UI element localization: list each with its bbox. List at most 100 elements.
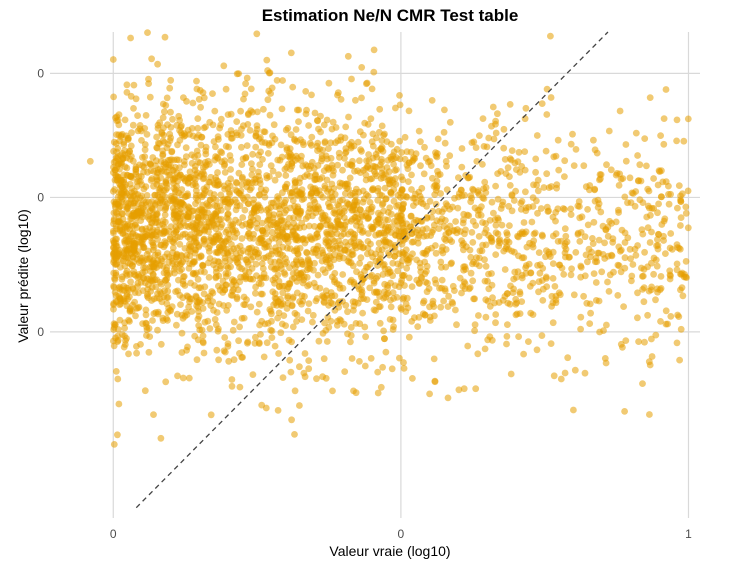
data-point: [365, 151, 372, 158]
data-point: [192, 187, 200, 195]
data-point: [373, 289, 381, 297]
data-point: [593, 149, 601, 157]
data-point: [158, 280, 165, 288]
data-point: [224, 340, 232, 347]
data-point: [157, 158, 165, 165]
data-point: [250, 196, 257, 204]
data-point: [131, 289, 139, 296]
data-point: [481, 178, 489, 186]
data-point: [662, 86, 670, 93]
data-point: [200, 191, 207, 199]
data-point: [648, 259, 655, 267]
data-point: [490, 209, 497, 217]
data-point: [495, 299, 503, 306]
data-point: [415, 127, 423, 135]
data-point: [258, 317, 266, 325]
data-point: [392, 248, 399, 256]
data-point: [190, 207, 197, 215]
data-point: [175, 276, 182, 284]
data-point: [648, 205, 656, 212]
data-point: [137, 217, 145, 225]
data-point: [233, 70, 241, 78]
data-point: [288, 275, 296, 283]
data-point: [457, 186, 465, 194]
data-point: [172, 164, 179, 171]
data-point: [561, 157, 569, 165]
data-point: [252, 143, 260, 151]
data-point: [576, 214, 584, 222]
data-point: [163, 184, 171, 192]
data-point: [342, 247, 349, 254]
data-point: [602, 359, 610, 367]
data-point: [270, 121, 278, 129]
data-point: [261, 128, 269, 136]
data-point: [260, 105, 267, 113]
data-point: [445, 228, 453, 236]
data-point: [595, 249, 603, 257]
data-point: [361, 362, 369, 370]
data-point: [201, 283, 209, 291]
data-point: [187, 247, 195, 255]
data-point: [260, 353, 268, 361]
data-point: [528, 218, 536, 226]
data-point: [153, 260, 161, 268]
data-point: [273, 77, 281, 84]
data-point: [163, 275, 171, 283]
data-point: [173, 310, 181, 318]
data-point: [191, 282, 199, 289]
data-point: [160, 168, 168, 175]
data-point: [570, 162, 578, 170]
data-point: [130, 81, 138, 89]
data-point: [388, 365, 396, 373]
data-point: [448, 238, 456, 246]
data-point: [147, 167, 155, 175]
data-point: [302, 88, 310, 95]
data-point: [677, 196, 684, 204]
data-point: [287, 368, 295, 376]
data-point: [208, 215, 216, 223]
data-point: [382, 216, 389, 224]
data-point: [309, 311, 317, 319]
data-point: [262, 186, 270, 194]
data-point: [478, 247, 486, 255]
data-point: [554, 205, 562, 213]
data-point: [332, 210, 339, 218]
data-point: [306, 172, 314, 180]
data-point: [224, 264, 232, 272]
data-point: [387, 296, 394, 304]
data-point: [655, 230, 662, 238]
data-point: [372, 164, 380, 171]
data-point: [184, 126, 192, 134]
data-point: [390, 197, 398, 205]
data-point: [647, 211, 654, 219]
data-point: [336, 298, 343, 305]
data-point: [247, 85, 255, 93]
data-point: [153, 144, 161, 152]
data-point: [646, 94, 654, 101]
data-point: [615, 182, 623, 189]
data-point: [255, 249, 262, 257]
data-point: [482, 241, 490, 249]
data-point: [531, 229, 539, 237]
data-point: [673, 116, 681, 124]
data-point: [489, 294, 496, 301]
data-point: [159, 317, 167, 324]
y-tick-label: 0: [37, 66, 44, 80]
data-point: [216, 286, 224, 294]
data-point: [154, 249, 162, 257]
data-point: [542, 253, 549, 261]
data-point: [301, 350, 309, 357]
data-point: [287, 189, 294, 197]
data-point: [337, 317, 345, 325]
data-point: [280, 312, 288, 319]
data-point: [221, 157, 229, 165]
data-point: [369, 142, 377, 150]
data-point: [644, 311, 651, 319]
data-point: [260, 270, 268, 278]
data-point: [254, 215, 262, 222]
data-point: [176, 240, 184, 248]
data-point: [121, 298, 129, 305]
data-point: [143, 192, 151, 199]
data-point: [347, 338, 354, 346]
data-point: [202, 143, 210, 151]
